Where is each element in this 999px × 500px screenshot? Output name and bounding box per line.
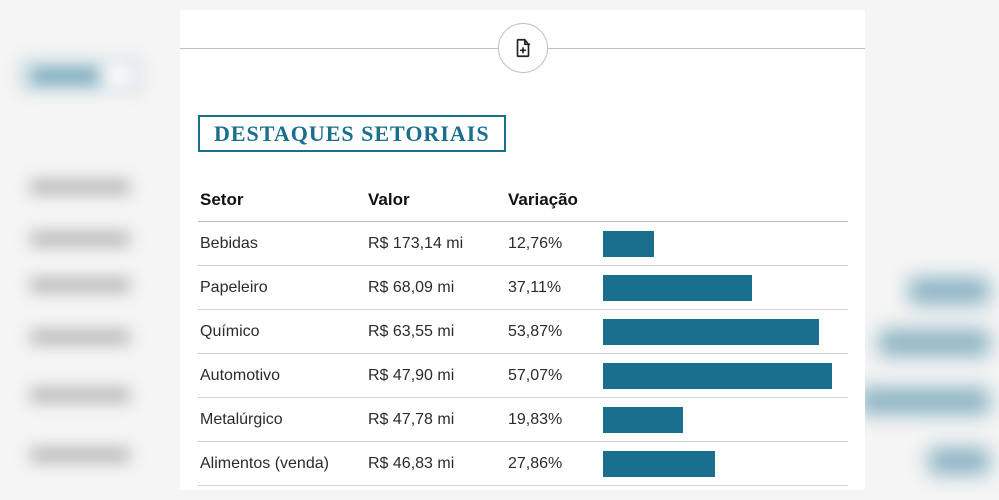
cell-variacao: 37,11% — [508, 279, 603, 297]
sector-table: Setor Valor Variação BebidasR$ 173,14 mi… — [198, 178, 848, 486]
cell-variacao: 27,86% — [508, 455, 603, 473]
cell-variacao: 53,87% — [508, 323, 603, 341]
cell-bar — [603, 231, 848, 257]
table-row: AutomotivoR$ 47,90 mi57,07% — [198, 354, 848, 398]
table-row: Alimentos (venda)R$ 46,83 mi27,86% — [198, 442, 848, 486]
table-row: QuímicoR$ 63,55 mi53,87% — [198, 310, 848, 354]
cell-valor: R$ 47,78 mi — [368, 411, 508, 429]
bar-fill — [603, 319, 819, 345]
blurred-background-left — [0, 0, 180, 500]
cell-setor: Alimentos (venda) — [198, 455, 368, 473]
cell-valor: R$ 63,55 mi — [368, 323, 508, 341]
cell-bar — [603, 275, 848, 301]
bar-fill — [603, 407, 683, 433]
title-box: DESTAQUES SETORIAIS — [198, 115, 506, 152]
cell-bar — [603, 319, 848, 345]
table-header: Setor Valor Variação — [198, 178, 848, 222]
cell-setor: Químico — [198, 323, 368, 341]
table-row: PapeleiroR$ 68,09 mi37,11% — [198, 266, 848, 310]
cell-bar — [603, 363, 848, 389]
cell-valor: R$ 173,14 mi — [368, 235, 508, 253]
cell-valor: R$ 46,83 mi — [368, 455, 508, 473]
cell-variacao: 19,83% — [508, 411, 603, 429]
cell-setor: Papeleiro — [198, 279, 368, 297]
cell-bar — [603, 451, 848, 477]
bar-fill — [603, 231, 654, 257]
cell-variacao: 57,07% — [508, 367, 603, 385]
col-header-valor: Valor — [368, 190, 508, 210]
col-header-setor: Setor — [198, 190, 368, 210]
cell-setor: Bebidas — [198, 235, 368, 253]
bar-fill — [603, 363, 832, 389]
bar-fill — [603, 275, 752, 301]
title-text: DESTAQUES SETORIAIS — [214, 121, 490, 146]
title-block: DESTAQUES SETORIAIS — [198, 115, 506, 152]
main-card: DESTAQUES SETORIAIS Setor Valor Variação… — [180, 10, 865, 490]
cell-valor: R$ 68,09 mi — [368, 279, 508, 297]
document-add-icon — [498, 23, 548, 73]
blurred-background-right — [859, 0, 999, 500]
table-row: BebidasR$ 173,14 mi12,76% — [198, 222, 848, 266]
cell-setor: Metalúrgico — [198, 411, 368, 429]
cell-setor: Automotivo — [198, 367, 368, 385]
cell-variacao: 12,76% — [508, 235, 603, 253]
bar-fill — [603, 451, 715, 477]
table-row: MetalúrgicoR$ 47,78 mi19,83% — [198, 398, 848, 442]
cell-bar — [603, 407, 848, 433]
col-header-variacao: Variação — [508, 190, 603, 210]
cell-valor: R$ 47,90 mi — [368, 367, 508, 385]
